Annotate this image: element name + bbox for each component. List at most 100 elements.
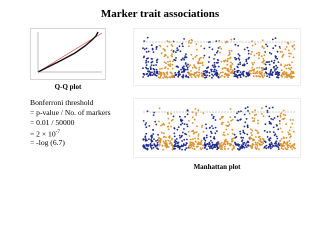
point (189, 64, 192, 66)
point (200, 148, 202, 151)
point (156, 61, 158, 64)
point (256, 132, 259, 135)
point (254, 146, 257, 148)
point (151, 71, 153, 74)
point (271, 73, 273, 76)
point (251, 129, 254, 132)
point (226, 74, 229, 77)
point (273, 117, 276, 119)
point (211, 114, 213, 116)
point (145, 132, 148, 135)
point (168, 64, 171, 67)
point (170, 43, 173, 46)
point (245, 60, 248, 63)
point (288, 140, 291, 142)
point (230, 119, 233, 122)
point (229, 56, 232, 59)
point (281, 51, 283, 53)
point (290, 75, 292, 77)
point (233, 137, 235, 140)
point (153, 143, 156, 145)
point (197, 75, 200, 77)
point (267, 146, 270, 149)
point (172, 115, 175, 118)
point (219, 46, 221, 48)
point (194, 56, 197, 58)
point (235, 75, 237, 78)
point (190, 70, 192, 72)
point (233, 133, 236, 136)
point (289, 126, 292, 129)
point (156, 72, 159, 75)
point (207, 61, 210, 63)
point (167, 128, 170, 131)
point (209, 135, 212, 138)
point (252, 120, 254, 123)
point (245, 58, 248, 61)
point (149, 66, 152, 68)
point (208, 46, 211, 49)
point (237, 63, 240, 66)
point (184, 56, 186, 59)
point (245, 118, 248, 120)
point (262, 57, 265, 60)
point (201, 61, 204, 64)
point (220, 147, 223, 150)
point (243, 48, 246, 51)
point (158, 144, 161, 147)
point (279, 50, 282, 53)
point (219, 118, 221, 121)
point (208, 71, 211, 74)
point (274, 133, 277, 135)
point (242, 129, 245, 132)
point (265, 68, 267, 71)
point (279, 115, 282, 118)
point (261, 74, 263, 76)
point (186, 125, 189, 128)
point (258, 148, 260, 151)
point (161, 144, 164, 147)
point (228, 143, 231, 145)
point (254, 129, 257, 132)
point (266, 72, 268, 75)
point (145, 61, 147, 64)
point (184, 148, 187, 151)
point (176, 47, 179, 49)
point (169, 71, 172, 74)
point (187, 130, 190, 133)
point (240, 147, 242, 150)
point (221, 123, 223, 126)
point (250, 128, 252, 131)
point (255, 136, 257, 138)
point (193, 145, 195, 148)
point (167, 146, 170, 148)
point (193, 118, 196, 121)
point (217, 75, 220, 78)
point (212, 117, 215, 120)
point (242, 131, 245, 134)
point (289, 133, 291, 136)
point (221, 74, 223, 77)
point (201, 124, 204, 127)
point (267, 73, 270, 75)
point (286, 64, 289, 67)
point (233, 68, 236, 70)
point (269, 147, 272, 150)
point (264, 63, 267, 66)
text-line: = p-value / No. of markers (30, 108, 111, 117)
point (262, 138, 265, 140)
point (258, 66, 261, 69)
point (265, 43, 267, 46)
point (143, 55, 145, 58)
point (183, 138, 186, 141)
point (236, 70, 239, 73)
point (194, 108, 197, 110)
point (285, 136, 288, 139)
point (288, 52, 290, 55)
point (281, 131, 284, 133)
point (269, 72, 272, 75)
point (208, 75, 211, 77)
point (190, 76, 193, 78)
point (159, 68, 161, 70)
point (285, 72, 288, 74)
